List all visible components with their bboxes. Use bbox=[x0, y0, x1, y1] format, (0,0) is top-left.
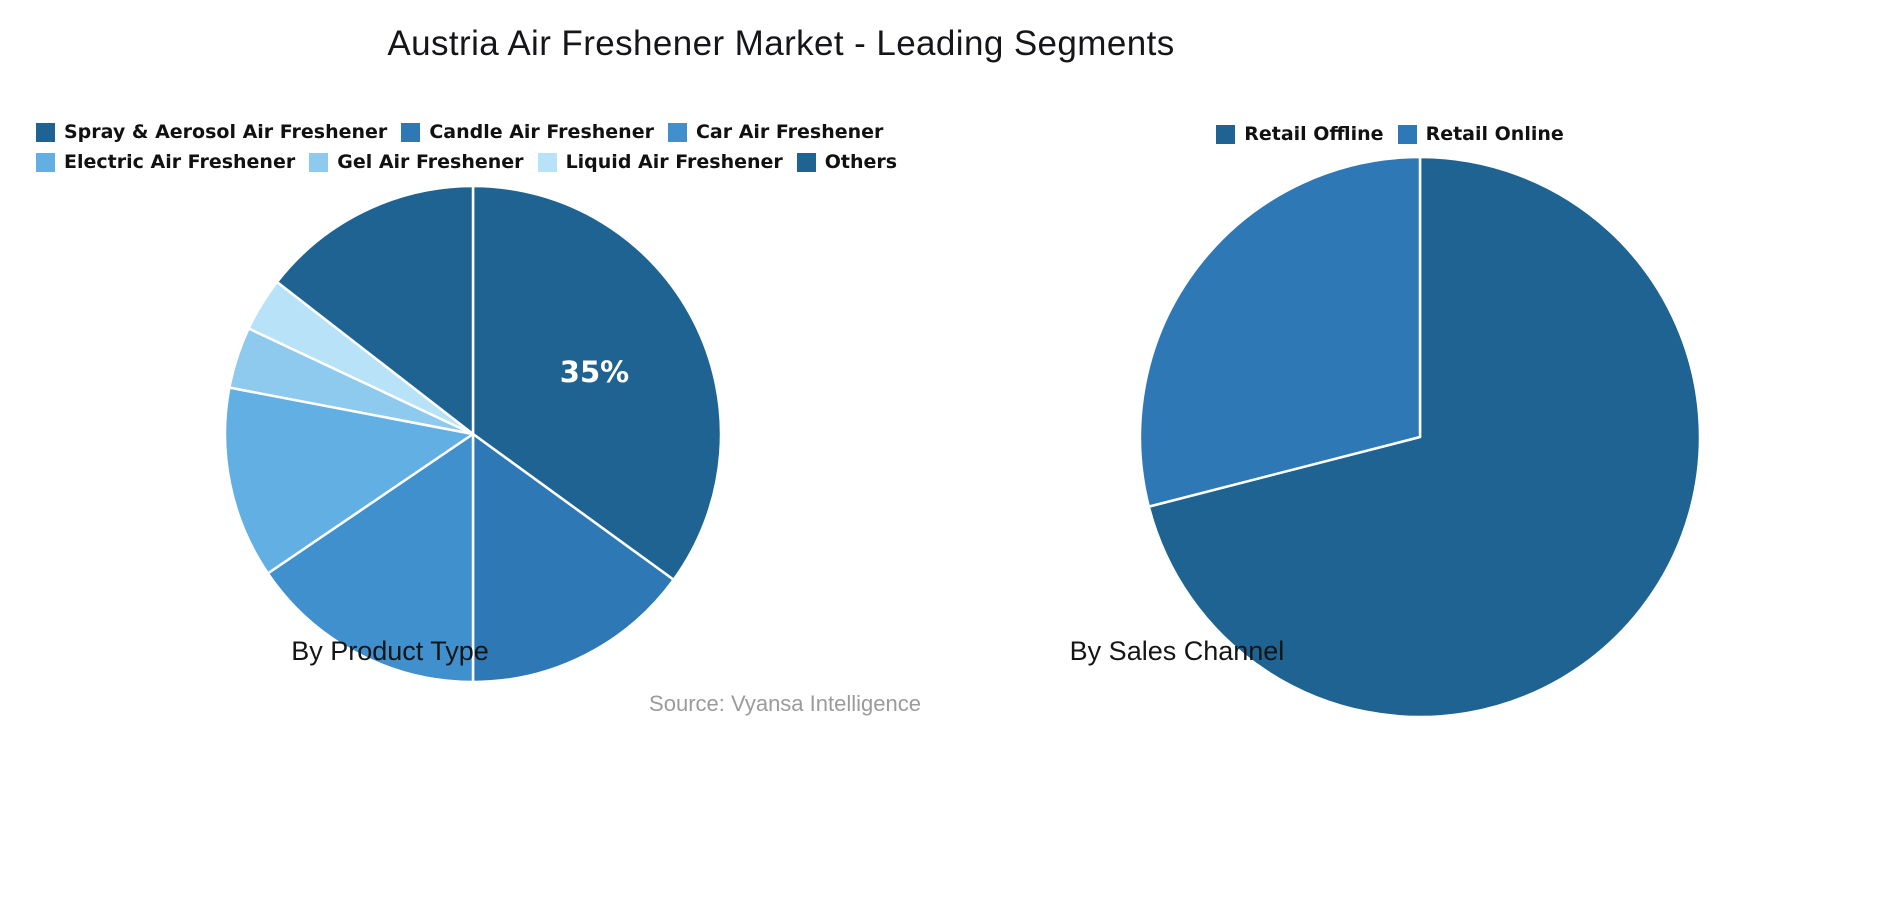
legend-label: Gel Air Freshener bbox=[337, 150, 524, 173]
legend-row: Retail Offline Retail Online bbox=[1216, 119, 1564, 149]
legend-label: Electric Air Freshener bbox=[64, 150, 296, 173]
legend-label: Retail Online bbox=[1425, 122, 1564, 145]
legend-swatch bbox=[36, 152, 55, 172]
legend-item-retail-offline: Retail Offline bbox=[1216, 122, 1384, 145]
legend-label: Others bbox=[824, 150, 898, 173]
legend-swatch bbox=[667, 122, 687, 142]
legend-label: Car Air Freshener bbox=[695, 120, 884, 143]
pie-caption-product-type: By Product Type bbox=[291, 636, 489, 666]
legend-label: Candle Air Freshener bbox=[429, 120, 654, 143]
legend-item-electric-air-freshener: Electric Air Freshener bbox=[36, 150, 296, 173]
chart-title: Austria Air Freshener Market - Leading S… bbox=[387, 24, 1175, 63]
legend-swatch bbox=[36, 122, 55, 142]
legend-item-retail-online: Retail Online bbox=[1397, 122, 1564, 145]
pie-slice-spray-aerosol-air-freshener bbox=[471, 184, 723, 582]
pie-slice-others bbox=[275, 184, 475, 436]
legend-swatch bbox=[401, 122, 421, 142]
legend-label: Retail Offline bbox=[1244, 122, 1384, 145]
legend-sales-channel: Retail Offline Retail Online bbox=[1140, 119, 1640, 149]
legend-item-others: Others bbox=[796, 150, 898, 173]
legend-label: Spray & Aerosol Air Freshener bbox=[64, 120, 388, 143]
legend-swatch bbox=[309, 152, 329, 172]
pie-slice-car-air-freshener bbox=[266, 432, 475, 684]
legend-swatch bbox=[796, 152, 816, 172]
legend-swatch bbox=[1397, 124, 1417, 144]
legend-swatch bbox=[537, 152, 557, 172]
legend-item-car-air-freshener: Car Air Freshener bbox=[667, 120, 884, 143]
pie-slice-retail-online bbox=[1138, 155, 1422, 508]
legend-label: Liquid Air Freshener bbox=[565, 150, 783, 173]
legend-swatch bbox=[1216, 124, 1236, 144]
legend-product-type: Spray & Aerosol Air Freshener Candle Air … bbox=[36, 117, 897, 177]
pie-caption-sales-channel: By Sales Channel bbox=[1069, 636, 1285, 666]
pie-slice-retail-offline bbox=[1147, 155, 1702, 719]
pie-slice-candle-air-freshener bbox=[471, 432, 675, 684]
legend-row: Spray & Aerosol Air Freshener Candle Air … bbox=[36, 117, 883, 147]
pie-product-type: 35% bbox=[223, 184, 723, 684]
legend-item-liquid-air-freshener: Liquid Air Freshener bbox=[537, 150, 783, 173]
legend-item-gel-air-freshener: Gel Air Freshener bbox=[309, 150, 524, 173]
legend-row: Electric Air Freshener Gel Air Freshener L… bbox=[36, 147, 897, 177]
pie-sales-channel bbox=[1138, 155, 1702, 719]
pie-value-label-spray-aerosol-air-freshener: 35% bbox=[560, 355, 629, 389]
legend-item-candle-air-freshener: Candle Air Freshener bbox=[401, 120, 654, 143]
legend-item-spray-aerosol-air-freshener: Spray & Aerosol Air Freshener bbox=[36, 120, 388, 143]
pie-slice-electric-air-freshener bbox=[223, 386, 475, 575]
source-note: Source: Vyansa Intelligence bbox=[649, 691, 921, 716]
